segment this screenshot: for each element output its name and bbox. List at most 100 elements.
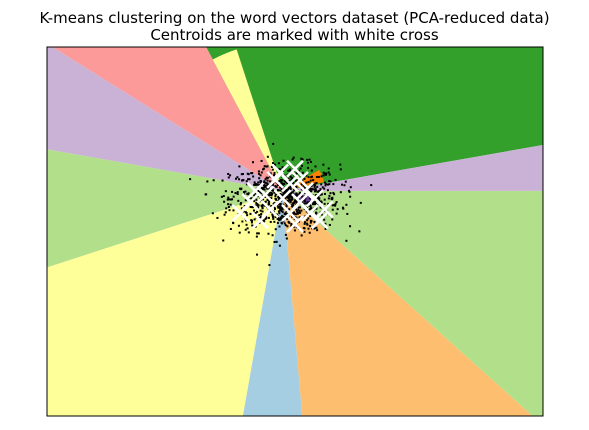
data-point xyxy=(251,206,254,209)
data-point xyxy=(310,207,313,210)
cluster-lightgreen-right xyxy=(282,190,543,416)
data-point xyxy=(286,199,289,202)
data-point xyxy=(265,184,268,187)
data-point xyxy=(281,184,284,187)
data-point xyxy=(240,201,243,204)
data-point xyxy=(224,211,227,214)
data-point xyxy=(313,201,316,204)
data-point xyxy=(300,183,303,186)
data-point xyxy=(274,216,277,219)
data-point xyxy=(261,204,264,207)
data-point xyxy=(370,184,373,187)
data-point xyxy=(277,205,280,208)
data-point xyxy=(311,188,314,191)
data-point xyxy=(318,199,321,202)
data-point xyxy=(293,229,296,232)
data-point xyxy=(303,230,306,233)
centroids xyxy=(231,159,334,234)
data-point xyxy=(247,173,250,176)
data-point xyxy=(281,211,284,214)
data-point xyxy=(324,183,327,186)
data-point xyxy=(331,218,334,221)
data-point xyxy=(244,228,247,231)
data-point xyxy=(222,239,225,242)
data-point xyxy=(261,207,264,210)
cluster-green-top xyxy=(206,47,543,191)
data-point xyxy=(303,177,306,180)
data-point xyxy=(257,181,260,184)
data-point xyxy=(280,222,283,225)
data-point xyxy=(314,203,317,206)
data-point xyxy=(236,193,239,196)
data-point xyxy=(322,171,325,174)
data-point xyxy=(287,169,290,172)
data-point xyxy=(234,192,237,195)
data-point xyxy=(310,169,313,172)
data-point xyxy=(336,208,339,211)
cluster-orange xyxy=(282,190,533,416)
chart-subtitle: Centroids are marked with white cross xyxy=(150,26,439,44)
data-point xyxy=(227,172,230,175)
data-point xyxy=(339,191,342,194)
data-point xyxy=(328,183,331,186)
data-point xyxy=(266,198,269,201)
data-point xyxy=(277,210,280,213)
data-point xyxy=(274,197,277,200)
data-point xyxy=(329,192,332,195)
data-point xyxy=(269,180,272,183)
data-point xyxy=(272,174,275,177)
data-point xyxy=(250,219,253,222)
data-point xyxy=(331,208,334,211)
data-point xyxy=(260,192,263,195)
data-point xyxy=(289,201,292,204)
data-point xyxy=(316,229,319,232)
data-point xyxy=(283,192,286,195)
data-point xyxy=(279,168,282,171)
data-point xyxy=(326,189,329,192)
data-point xyxy=(267,232,270,235)
data-point xyxy=(328,180,331,183)
data-point xyxy=(256,203,259,206)
data-point xyxy=(268,264,271,267)
data-point xyxy=(343,184,346,187)
data-point xyxy=(237,199,240,202)
data-point xyxy=(271,168,274,171)
data-point xyxy=(320,175,323,178)
data-point xyxy=(291,196,294,199)
data-point xyxy=(279,202,282,205)
centroid-cross xyxy=(296,182,314,200)
data-point xyxy=(268,192,271,195)
data-point xyxy=(328,194,331,197)
data-point xyxy=(247,231,250,234)
data-point xyxy=(286,225,289,228)
data-point xyxy=(290,186,293,189)
data-point xyxy=(263,186,266,189)
data-point xyxy=(322,174,325,177)
data-point xyxy=(315,226,318,229)
data-point xyxy=(259,209,262,212)
data-point xyxy=(306,222,309,225)
data-point xyxy=(206,180,209,183)
data-point xyxy=(273,205,276,208)
data-point xyxy=(262,187,265,190)
data-point xyxy=(250,172,253,175)
data-point xyxy=(251,161,254,164)
data-point xyxy=(277,196,280,199)
data-point xyxy=(270,189,273,192)
data-point xyxy=(266,183,269,186)
centroid-cross xyxy=(291,170,309,189)
data-point xyxy=(260,187,263,190)
data-point xyxy=(286,188,289,191)
data-point xyxy=(266,179,269,182)
data-point xyxy=(264,178,267,181)
data-point xyxy=(358,230,361,233)
data-point xyxy=(274,207,277,210)
data-point xyxy=(242,179,245,182)
data-point xyxy=(331,198,334,201)
data-point xyxy=(312,200,315,203)
data-point xyxy=(288,196,291,199)
data-point xyxy=(286,196,289,199)
data-point xyxy=(314,187,317,190)
data-point xyxy=(234,177,237,180)
data-point xyxy=(256,232,259,235)
